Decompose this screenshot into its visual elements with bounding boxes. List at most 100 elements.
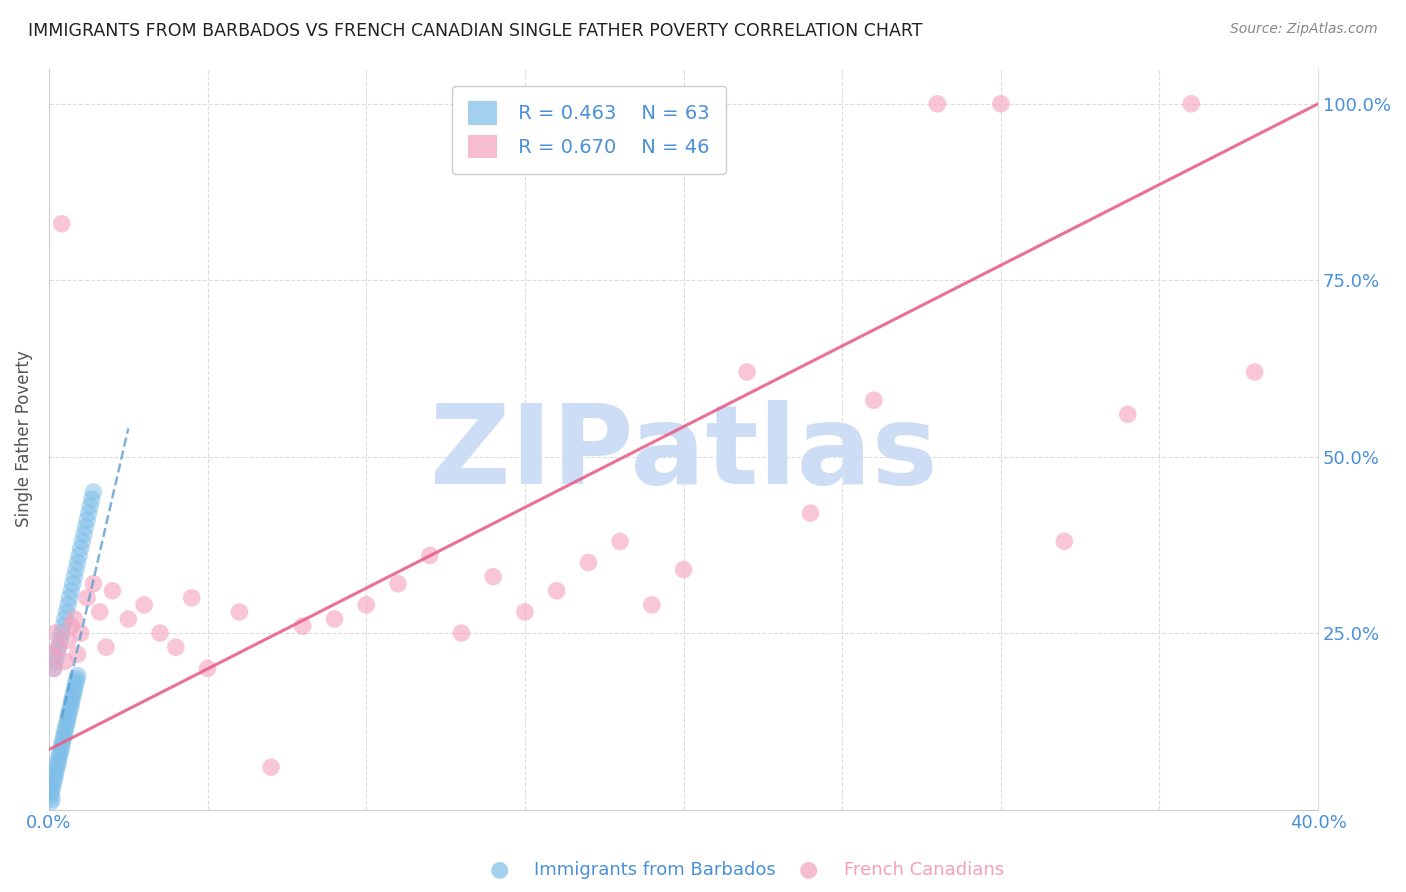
Point <box>76 513 98 527</box>
Point <box>55 718 77 732</box>
Point <box>58 704 80 718</box>
Point <box>1243 365 1265 379</box>
Point <box>45 764 67 778</box>
Point <box>356 598 378 612</box>
Point <box>419 549 441 563</box>
Point <box>323 612 346 626</box>
Point <box>65 563 87 577</box>
Point <box>60 693 83 707</box>
Point <box>58 707 80 722</box>
Point <box>55 605 77 619</box>
Point <box>48 749 70 764</box>
Point <box>44 767 66 781</box>
Point <box>641 598 664 612</box>
Point <box>63 569 86 583</box>
Point <box>46 756 69 771</box>
Point <box>1180 96 1202 111</box>
Point <box>48 753 70 767</box>
Point <box>62 686 84 700</box>
Point <box>117 612 139 626</box>
Point <box>42 774 65 789</box>
Point <box>52 619 75 633</box>
Point <box>51 626 73 640</box>
Point <box>59 700 82 714</box>
Point <box>39 789 62 803</box>
Point <box>44 654 66 668</box>
Point <box>94 640 117 655</box>
Point <box>672 563 695 577</box>
Point <box>44 771 66 785</box>
Point <box>42 778 65 792</box>
Point <box>197 661 219 675</box>
Point <box>42 661 65 675</box>
Point <box>291 619 314 633</box>
Point <box>56 711 79 725</box>
Point <box>53 612 76 626</box>
Point <box>75 520 97 534</box>
Point <box>482 569 505 583</box>
Point <box>513 605 536 619</box>
Point <box>149 626 172 640</box>
Point <box>180 591 202 605</box>
Point <box>66 556 89 570</box>
Point <box>1053 534 1076 549</box>
Point <box>63 682 86 697</box>
Point <box>49 746 72 760</box>
Point <box>863 393 886 408</box>
Point <box>41 781 63 796</box>
Point <box>55 722 77 736</box>
Text: ZIPatlas: ZIPatlas <box>430 401 938 508</box>
Point <box>60 583 83 598</box>
Point <box>228 605 250 619</box>
Point <box>69 626 91 640</box>
Point <box>735 365 758 379</box>
Text: French Canadians: French Canadians <box>844 861 1004 879</box>
Point <box>66 672 89 686</box>
Point <box>60 697 83 711</box>
Point <box>609 534 631 549</box>
Point <box>927 96 949 111</box>
Point <box>77 506 100 520</box>
Point <box>82 485 104 500</box>
Point <box>56 714 79 729</box>
Point <box>1116 407 1139 421</box>
Point <box>546 583 568 598</box>
Point <box>52 731 75 746</box>
Point <box>56 633 79 648</box>
Point <box>53 725 76 739</box>
Point <box>45 647 67 661</box>
Point <box>49 742 72 756</box>
Point <box>63 612 86 626</box>
Point <box>49 633 72 648</box>
Legend:  R = 0.463    N = 63,  R = 0.670    N = 46: R = 0.463 N = 63, R = 0.670 N = 46 <box>453 86 725 174</box>
Point <box>53 654 76 668</box>
Point <box>58 591 80 605</box>
Point <box>76 591 98 605</box>
Text: Source: ZipAtlas.com: Source: ZipAtlas.com <box>1230 22 1378 37</box>
Point <box>134 598 156 612</box>
Point <box>165 640 187 655</box>
Point <box>101 583 124 598</box>
Point <box>62 690 84 704</box>
Point <box>48 640 70 655</box>
Point <box>45 760 67 774</box>
Point <box>63 679 86 693</box>
Point <box>56 598 79 612</box>
Point <box>60 619 83 633</box>
Text: Immigrants from Barbados: Immigrants from Barbados <box>534 861 776 879</box>
Point <box>260 760 283 774</box>
Point <box>53 728 76 742</box>
Text: IMMIGRANTS FROM BARBADOS VS FRENCH CANADIAN SINGLE FATHER POVERTY CORRELATION CH: IMMIGRANTS FROM BARBADOS VS FRENCH CANAD… <box>28 22 922 40</box>
Text: ●: ● <box>489 860 509 880</box>
Point <box>62 576 84 591</box>
Point <box>69 541 91 556</box>
Point <box>42 661 65 675</box>
Point <box>82 576 104 591</box>
Point <box>39 796 62 810</box>
Point <box>576 556 599 570</box>
Point <box>990 96 1012 111</box>
Text: ●: ● <box>799 860 818 880</box>
Point <box>65 675 87 690</box>
Point <box>66 668 89 682</box>
Point <box>799 506 821 520</box>
